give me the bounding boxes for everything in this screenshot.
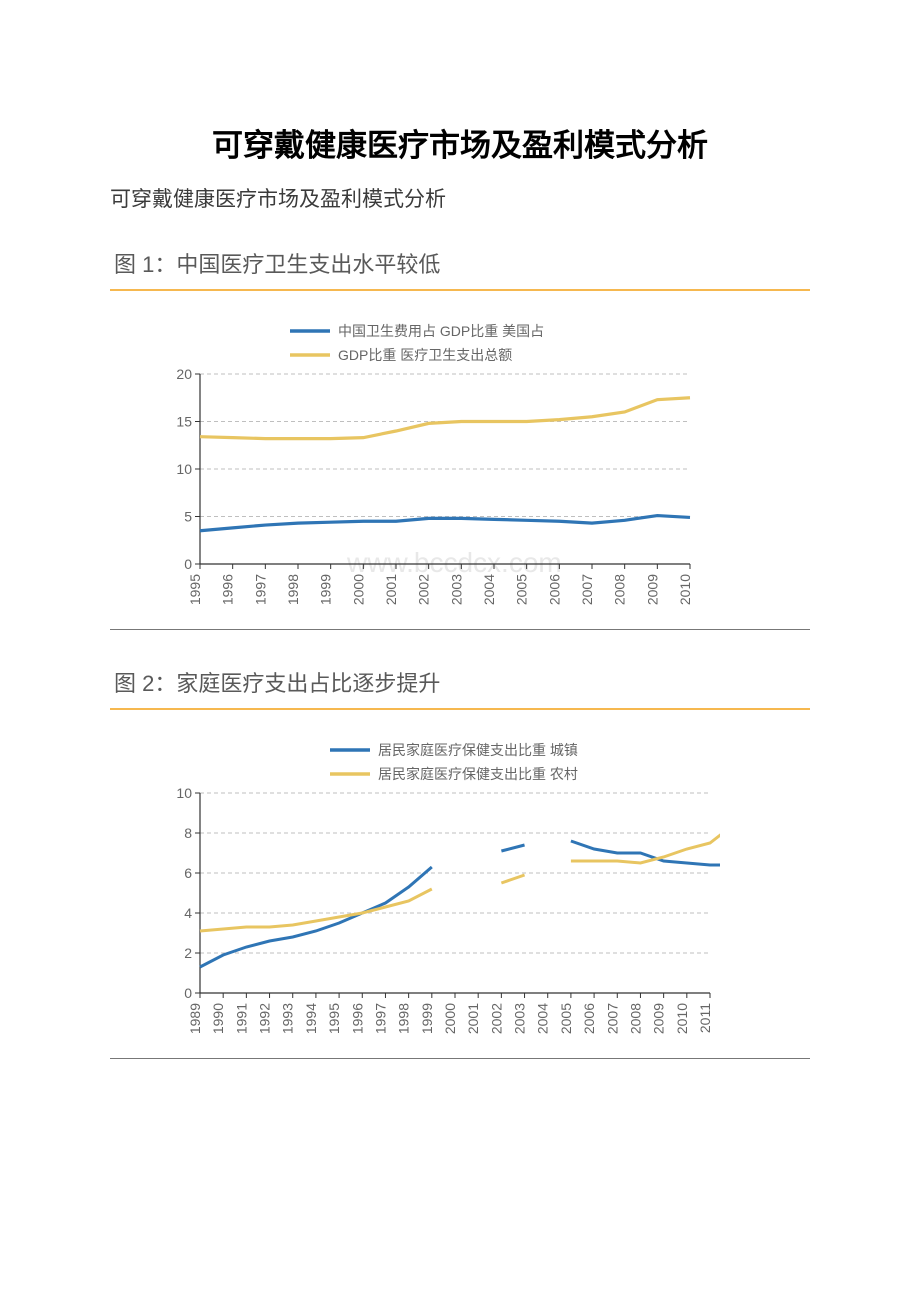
svg-text:2001: 2001 bbox=[465, 1003, 481, 1034]
figure-1-chart: 0 5 10 15 20 www.bccdcx.com 1995 1996 1997 1998 19… bbox=[110, 299, 810, 630]
svg-text:2005: 2005 bbox=[514, 574, 530, 605]
svg-text:1993: 1993 bbox=[280, 1003, 296, 1034]
svg-text:2001: 2001 bbox=[383, 574, 399, 605]
svg-text:2010: 2010 bbox=[677, 574, 693, 605]
svg-text:2002: 2002 bbox=[416, 574, 432, 605]
svg-text:2003: 2003 bbox=[448, 574, 464, 605]
svg-text:2008: 2008 bbox=[612, 574, 628, 605]
svg-text:中国卫生费用占 GDP比重 美国占: 中国卫生费用占 GDP比重 美国占 bbox=[338, 323, 544, 339]
svg-text:1995: 1995 bbox=[326, 1003, 342, 1034]
svg-text:1997: 1997 bbox=[252, 574, 268, 605]
svg-text:2000: 2000 bbox=[350, 574, 366, 605]
figure-2: 图 2：家庭医疗支出占比逐步提升 0 2 4 6 8 10 1989 1990 1991 1992… bbox=[110, 660, 810, 1059]
svg-text:GDP比重 医疗卫生支出总额: GDP比重 医疗卫生支出总额 bbox=[338, 347, 512, 363]
figure-1: 图 1：中国医疗卫生支出水平较低 0 5 10 15 20 www.bccdcx.com 1… bbox=[110, 241, 810, 630]
svg-text:2005: 2005 bbox=[558, 1003, 574, 1034]
svg-text:2004: 2004 bbox=[535, 1003, 551, 1034]
svg-text:15: 15 bbox=[176, 414, 192, 430]
svg-text:1998: 1998 bbox=[396, 1003, 412, 1034]
svg-text:5: 5 bbox=[184, 509, 192, 525]
svg-text:居民家庭医疗保健支出比重 城镇: 居民家庭医疗保健支出比重 城镇 bbox=[378, 742, 578, 758]
svg-text:4: 4 bbox=[184, 905, 192, 921]
page-title: 可穿戴健康医疗市场及盈利模式分析 bbox=[110, 120, 810, 165]
svg-text:0: 0 bbox=[184, 985, 192, 1001]
svg-text:1991: 1991 bbox=[233, 1003, 249, 1034]
svg-text:2008: 2008 bbox=[627, 1003, 643, 1034]
svg-text:2006: 2006 bbox=[581, 1003, 597, 1034]
svg-text:2002: 2002 bbox=[488, 1003, 504, 1034]
chart-1-svg: 0 5 10 15 20 www.bccdcx.com 1995 1996 1997 1998 19… bbox=[160, 319, 700, 619]
svg-text:1992: 1992 bbox=[257, 1003, 273, 1034]
page-subtitle: 可穿戴健康医疗市场及盈利模式分析 bbox=[110, 183, 810, 213]
svg-text:8: 8 bbox=[184, 825, 192, 841]
svg-text:1996: 1996 bbox=[220, 574, 236, 605]
svg-text:2009: 2009 bbox=[644, 574, 660, 605]
figure-2-chart: 0 2 4 6 8 10 1989 1990 1991 1992 1993 1994 1995 1996 1… bbox=[110, 718, 810, 1059]
chart-2-svg: 0 2 4 6 8 10 1989 1990 1991 1992 1993 1994 1995 1996 1… bbox=[160, 738, 720, 1048]
svg-text:2004: 2004 bbox=[481, 574, 497, 605]
svg-text:1999: 1999 bbox=[419, 1003, 435, 1034]
figure-2-title: 图 2：家庭医疗支出占比逐步提升 bbox=[110, 660, 810, 710]
svg-text:2000: 2000 bbox=[442, 1003, 458, 1034]
svg-text:1990: 1990 bbox=[210, 1003, 226, 1034]
svg-text:2011: 2011 bbox=[697, 1003, 713, 1033]
svg-text:1997: 1997 bbox=[372, 1003, 388, 1034]
svg-text:2003: 2003 bbox=[512, 1003, 528, 1034]
svg-text:1994: 1994 bbox=[303, 1003, 319, 1034]
svg-text:www.bccdcx.com: www.bccdcx.com bbox=[346, 547, 562, 578]
svg-text:2: 2 bbox=[184, 945, 192, 961]
svg-text:2007: 2007 bbox=[579, 574, 595, 605]
svg-text:10: 10 bbox=[176, 461, 192, 477]
svg-text:2006: 2006 bbox=[546, 574, 562, 605]
svg-text:2009: 2009 bbox=[651, 1003, 667, 1034]
svg-text:2010: 2010 bbox=[674, 1003, 690, 1034]
svg-text:居民家庭医疗保健支出比重 农村: 居民家庭医疗保健支出比重 农村 bbox=[378, 766, 578, 782]
svg-text:10: 10 bbox=[176, 785, 192, 801]
svg-text:1999: 1999 bbox=[318, 574, 334, 605]
figure-1-title: 图 1：中国医疗卫生支出水平较低 bbox=[110, 241, 810, 291]
svg-text:2007: 2007 bbox=[604, 1003, 620, 1034]
svg-text:6: 6 bbox=[184, 865, 192, 881]
svg-text:20: 20 bbox=[176, 366, 192, 382]
svg-text:1989: 1989 bbox=[187, 1003, 203, 1034]
svg-text:1995: 1995 bbox=[187, 574, 203, 605]
svg-text:1996: 1996 bbox=[349, 1003, 365, 1034]
svg-text:1998: 1998 bbox=[285, 574, 301, 605]
svg-text:0: 0 bbox=[184, 556, 192, 572]
